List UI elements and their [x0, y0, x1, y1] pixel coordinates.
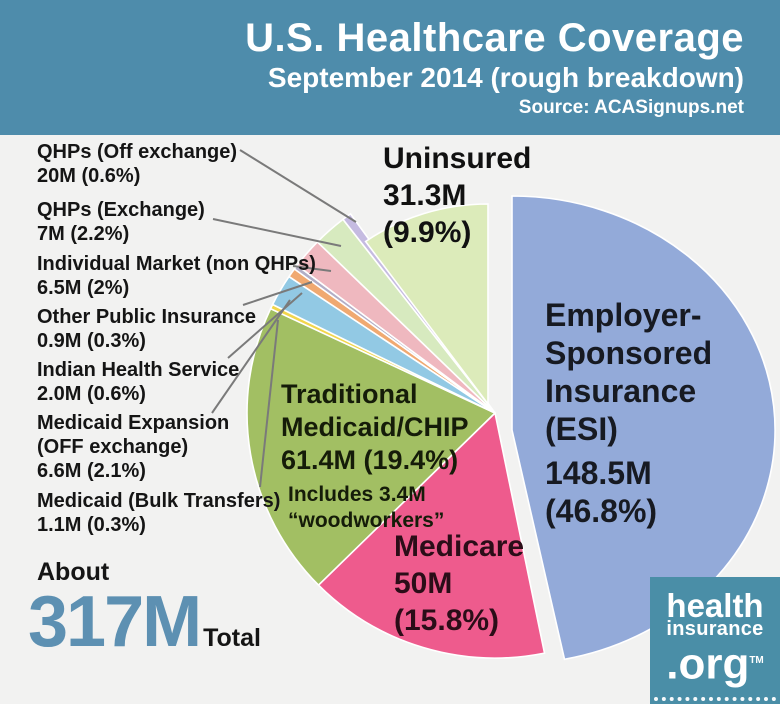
slice-percent: (46.8%) [545, 493, 658, 529]
slice-value: 148.5M [545, 455, 652, 491]
callout-label-2: (OFF exchange) [37, 436, 189, 458]
slice-name: (ESI) [545, 411, 618, 447]
slice-label-medicare: Medicare 50M (15.8%) [394, 528, 524, 639]
logo-text-health: health [666, 587, 764, 624]
slice-name: Employer- [545, 297, 702, 333]
logo-text-org: .orgTM [666, 639, 764, 689]
callout-indian-health-service: Indian Health Service 2.0M (0.6%) [37, 358, 239, 406]
slice-name: Insurance [545, 373, 697, 409]
slice-note: Includes 3.4M [288, 483, 426, 506]
total-suffix: Total [203, 624, 261, 652]
callout-qhps-off-exchange: QHPs (Off exchange) 20M (0.6%) [37, 140, 237, 188]
callout-leader-line [259, 319, 279, 488]
callout-leader-line [292, 265, 332, 272]
callout-value: 7M (2.2%) [37, 223, 130, 245]
healthinsurance-org-logo: health insurance .orgTM [650, 577, 780, 704]
slice-label-traditional-medicaid: Traditional Medicaid/CHIP 61.4M (19.4%) … [281, 378, 469, 534]
pie-slice-medicare [317, 411, 546, 659]
slice-name: Sponsored [545, 335, 713, 371]
callout-label: Individual Market (non QHPs) [37, 253, 316, 275]
callout-leader-line [211, 299, 291, 414]
logo-text-insurance: insurance [666, 618, 764, 640]
callout-value: 2.0M (0.6%) [37, 383, 146, 405]
slice-note: “woodworkers” [288, 509, 445, 532]
total-figure: 317M Total [28, 584, 261, 660]
slice-value: 61.4M (19.4%) [281, 445, 459, 475]
callout-qhps-exchange: QHPs (Exchange) 7M (2.2%) [37, 198, 205, 246]
pie-slice-uninsured [364, 203, 489, 407]
callout-value: 6.5M (2%) [37, 277, 130, 299]
slice-label-uninsured: Uninsured 31.3M (9.9%) [383, 140, 531, 251]
callout-label: Medicaid Expansion [37, 412, 230, 434]
slice-percent: (9.9%) [383, 216, 472, 249]
total-value: 317M [28, 582, 202, 662]
callout-leader-line [242, 281, 313, 306]
callout-label: QHPs (Exchange) [37, 199, 205, 221]
slice-label-esi: Employer- Sponsored Insurance (ESI) 148.… [545, 296, 712, 530]
slice-name: Medicaid/CHIP [281, 412, 469, 442]
trademark-symbol: TM [749, 655, 764, 666]
slice-value: 31.3M [383, 179, 467, 212]
callout-medicaid-bulk-transfers: Medicaid (Bulk Transfers) 1.1M (0.3%) [37, 489, 280, 537]
callout-individual-market: Individual Market (non QHPs) 6.5M (2%) [37, 252, 316, 300]
callout-medicaid-expansion: Medicaid Expansion (OFF exchange) 6.6M (… [37, 411, 229, 483]
callout-value: 1.1M (0.3%) [37, 514, 146, 536]
callout-label: Indian Health Service [37, 359, 240, 381]
slice-name: Medicare [394, 530, 525, 563]
logo-dotted-edge [654, 697, 776, 701]
source-credit: Source: ACASignups.net [518, 97, 744, 118]
slice-name: Traditional [281, 379, 418, 409]
header: U.S. Healthcare Coverage September 2014 … [0, 0, 780, 135]
callout-label: Other Public Insurance [37, 306, 256, 328]
page-subtitle: September 2014 (rough breakdown) [267, 62, 744, 93]
callout-value: 6.6M (2.1%) [37, 460, 146, 482]
callout-leader-line [227, 292, 303, 359]
page-title: U.S. Healthcare Coverage [245, 16, 744, 60]
callout-leader-line [212, 218, 342, 247]
slice-value: 50M [394, 567, 453, 600]
callout-label: QHPs (Off exchange) [37, 141, 238, 163]
callout-other-public-insurance: Other Public Insurance 0.9M (0.3%) [37, 305, 256, 353]
total-prefix: About [37, 558, 110, 586]
callout-value: 20M (0.6%) [37, 165, 141, 187]
callout-leader-line [239, 149, 357, 223]
slice-name: Uninsured [383, 142, 532, 175]
pie-slice-traditional-medicaid-chip [246, 307, 497, 587]
slice-percent: (15.8%) [394, 604, 500, 637]
callout-value: 0.9M (0.3%) [37, 330, 146, 352]
callout-label: Medicaid (Bulk Transfers) [37, 490, 281, 512]
